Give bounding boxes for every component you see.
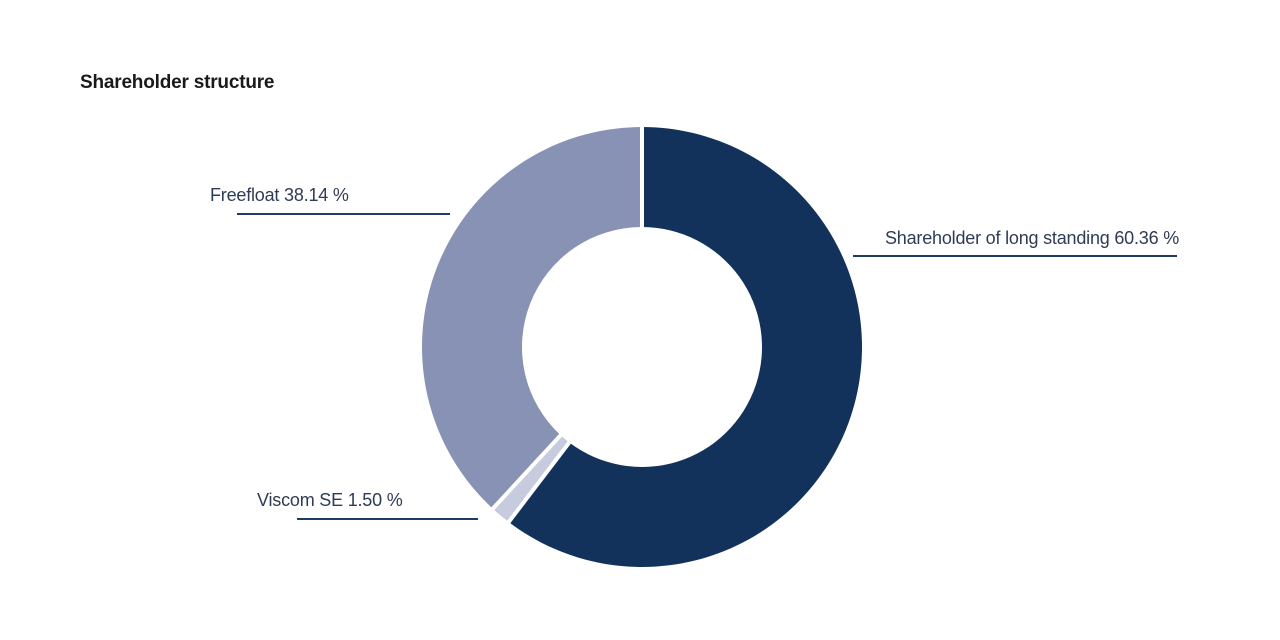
chart-segment-viscom-se — [492, 435, 570, 523]
shareholder-leader-line — [853, 255, 1177, 257]
chart-segment-shareholder-of-long-standing — [508, 127, 862, 567]
label-viscom-se: Viscom SE 1.50 % — [257, 490, 403, 510]
chart-title: Shareholder structure — [80, 72, 275, 93]
segment-divider — [505, 439, 573, 525]
label-shareholder-of-long-standing: Shareholder of long standing 60.36 % — [885, 228, 1180, 248]
freefloat-leader-line — [237, 213, 450, 215]
segment-divider — [489, 432, 564, 512]
label-freefloat: Freefloat 38.14 % — [210, 185, 349, 205]
chart-segment-freefloat — [421, 127, 642, 509]
viscom-leader-line — [297, 518, 478, 520]
